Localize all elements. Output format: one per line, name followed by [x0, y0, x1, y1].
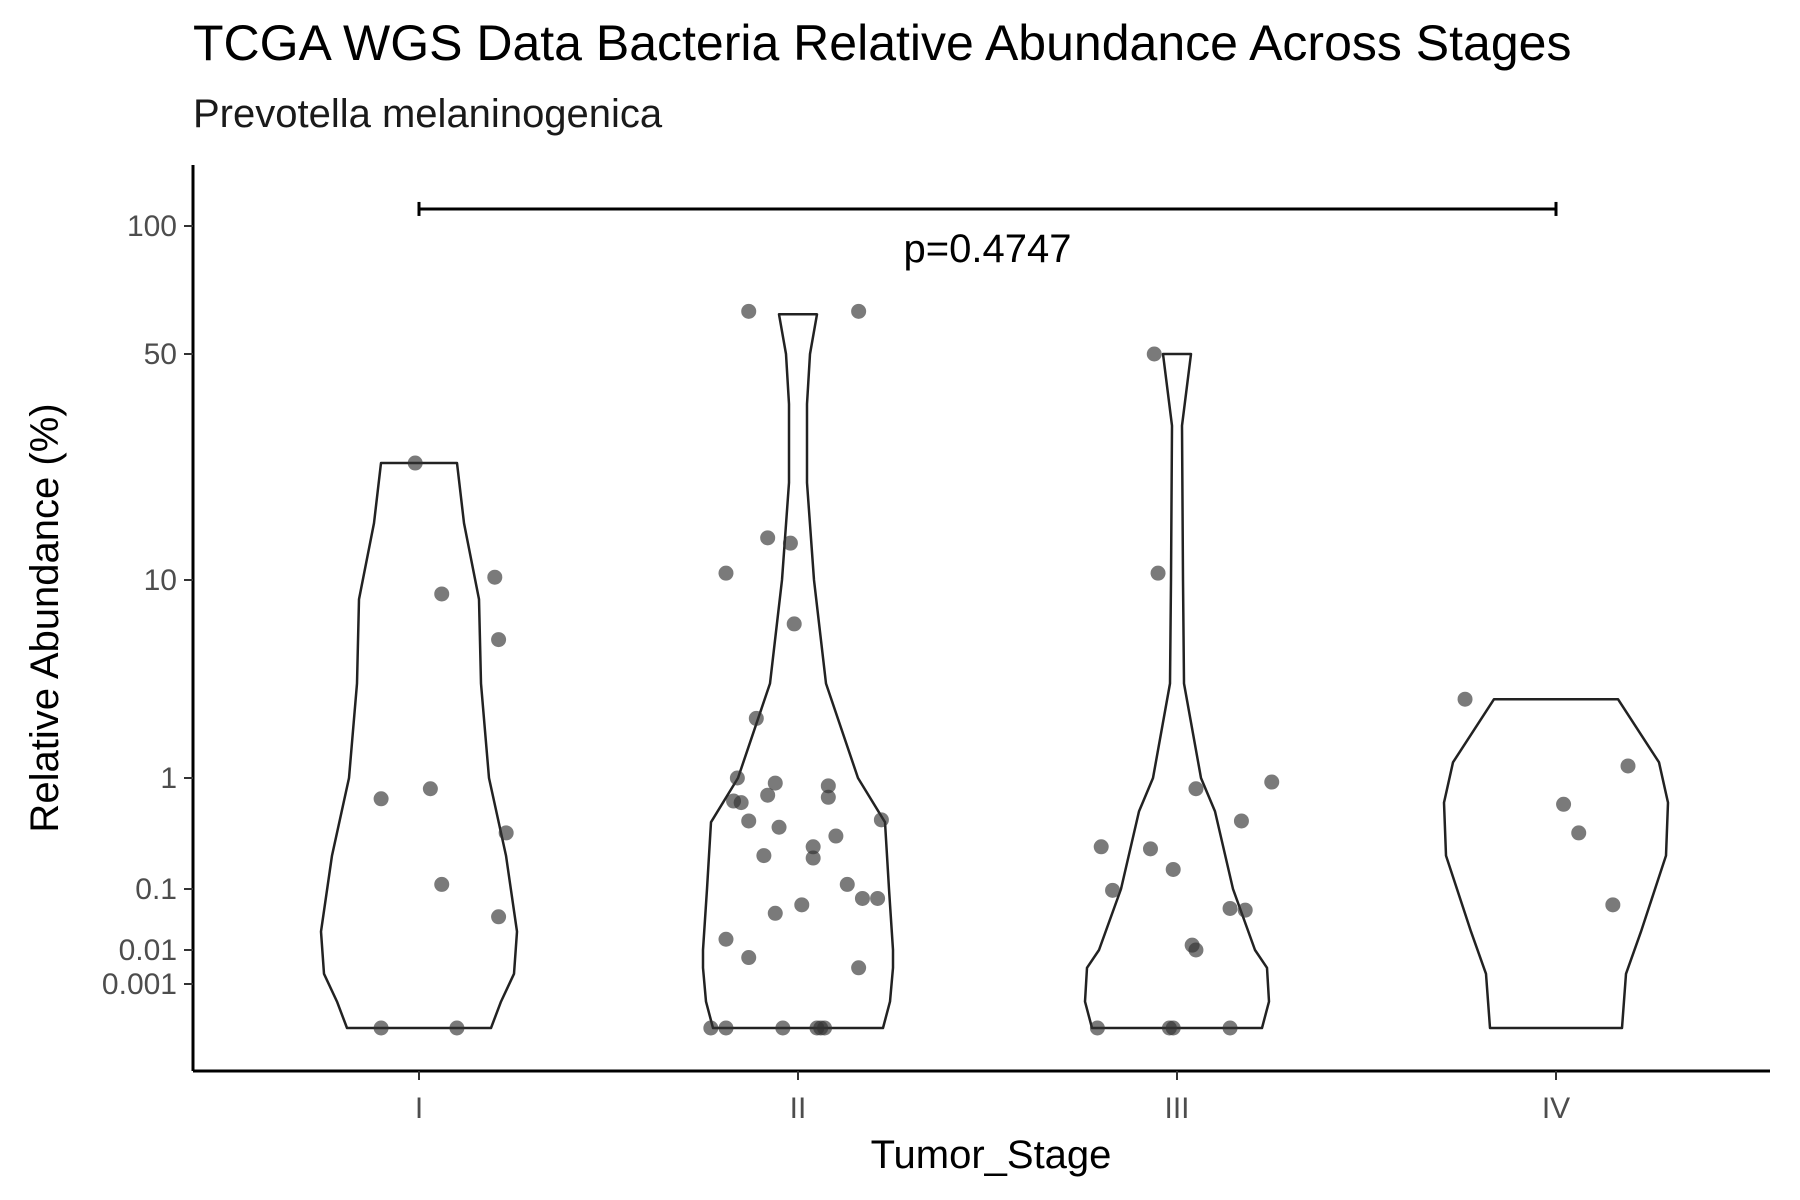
- violin-layer: [319, 313, 1670, 1030]
- chart-title: TCGA WGS Data Bacteria Relative Abundanc…: [193, 15, 1572, 71]
- axes-layer: [191, 165, 1770, 1073]
- x-ticks: I II III IV: [415, 1071, 1570, 1125]
- data-point-II: [817, 1020, 833, 1036]
- data-point-IV: [1620, 758, 1636, 774]
- data-point-III: [1089, 1020, 1105, 1036]
- data-point-I: [434, 876, 450, 892]
- p-value-label: p=0.4747: [904, 227, 1072, 271]
- data-point-II: [870, 890, 886, 906]
- data-point-I: [498, 825, 514, 841]
- data-point-III: [1233, 813, 1249, 829]
- data-point-II: [760, 530, 776, 546]
- data-point-III: [1165, 1020, 1181, 1036]
- data-point-II: [873, 812, 889, 828]
- data-point-I: [407, 455, 423, 471]
- data-point-II: [767, 905, 783, 921]
- y-tick-label: 0.1: [135, 873, 177, 906]
- data-point-II: [741, 303, 757, 319]
- data-point-II: [748, 710, 764, 726]
- point-layer: [373, 303, 1636, 1036]
- data-point-II: [718, 931, 734, 947]
- data-point-I: [449, 1020, 465, 1036]
- data-point-II: [782, 535, 798, 551]
- data-point-I: [491, 632, 507, 648]
- data-point-II: [767, 775, 783, 791]
- data-point-IV: [1571, 825, 1587, 841]
- data-point-III: [1188, 942, 1204, 958]
- data-point-I: [422, 781, 438, 797]
- data-point-II: [733, 795, 749, 811]
- violin-I: [319, 461, 519, 1030]
- data-point-III: [1146, 346, 1162, 362]
- data-point-III: [1093, 839, 1109, 855]
- data-point-II: [851, 303, 867, 319]
- x-tick-label: I: [415, 1092, 423, 1125]
- violin-II: [701, 313, 895, 1030]
- y-tick-label: 50: [144, 338, 177, 371]
- data-point-III: [1142, 841, 1158, 857]
- data-point-II: [805, 850, 821, 866]
- data-point-II: [794, 897, 810, 913]
- data-point-II: [775, 1020, 791, 1036]
- data-point-II: [729, 770, 745, 786]
- data-point-III: [1188, 781, 1204, 797]
- data-point-I: [487, 569, 503, 585]
- violin-IV: [1442, 697, 1670, 1030]
- data-point-II: [760, 787, 776, 803]
- data-point-II: [756, 848, 772, 864]
- data-point-II: [828, 828, 844, 844]
- data-point-IV: [1457, 691, 1473, 707]
- data-point-II: [854, 890, 870, 906]
- y-tick-label: 10: [144, 564, 177, 597]
- data-point-I: [491, 909, 507, 925]
- data-point-II: [805, 839, 821, 855]
- y-tick-label: 0.01: [119, 934, 177, 967]
- data-point-II: [786, 616, 802, 632]
- x-tick-label: II: [790, 1092, 807, 1125]
- comparison-bracket: p=0.4747: [417, 201, 1558, 271]
- y-tick-label: 100: [127, 210, 177, 243]
- data-point-II: [718, 1020, 734, 1036]
- y-ticks: 100 50 10 1 0.1 0.010.001: [102, 210, 193, 1001]
- data-point-III: [1150, 565, 1166, 581]
- data-point-IV: [1556, 796, 1572, 812]
- data-point-III: [1237, 902, 1253, 918]
- data-point-III: [1165, 861, 1181, 877]
- data-point-II: [820, 778, 836, 794]
- data-point-II: [703, 1020, 719, 1036]
- data-point-I: [373, 791, 389, 807]
- data-point-II: [851, 960, 867, 976]
- x-tick-label: IV: [1542, 1092, 1570, 1125]
- data-point-II: [820, 789, 836, 805]
- x-tick-label: III: [1164, 1092, 1189, 1125]
- data-point-II: [839, 876, 855, 892]
- y-tick-label: 0.001: [102, 968, 177, 1001]
- data-point-II: [741, 813, 757, 829]
- data-point-II: [771, 819, 787, 835]
- y-tick-label: 1: [160, 762, 177, 795]
- data-point-II: [741, 950, 757, 966]
- chart-subtitle: Prevotella melaninogenica: [193, 92, 663, 136]
- data-point-III: [1222, 1020, 1238, 1036]
- data-point-III: [1105, 882, 1121, 898]
- data-point-III: [1264, 774, 1280, 790]
- violin-III: [1083, 352, 1271, 1030]
- x-axis-title: Tumor_Stage: [871, 1133, 1112, 1177]
- data-point-IV: [1605, 897, 1621, 913]
- data-point-I: [434, 586, 450, 602]
- data-point-I: [373, 1020, 389, 1036]
- data-point-III: [1222, 900, 1238, 916]
- y-axis-title: Relative Abundance (%): [23, 403, 67, 832]
- data-point-II: [718, 565, 734, 581]
